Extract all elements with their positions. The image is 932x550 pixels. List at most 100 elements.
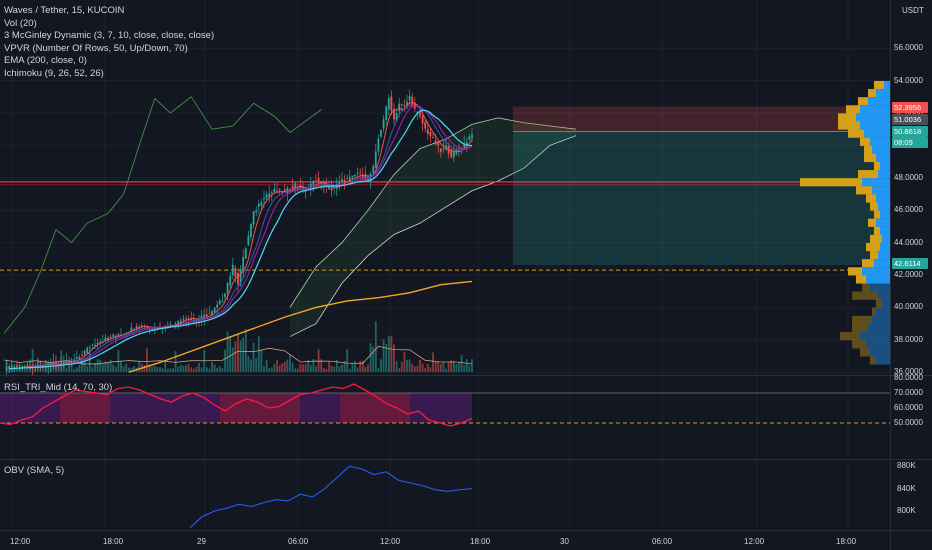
vpvr-up-bar: [876, 89, 890, 98]
volume-bar: [317, 349, 320, 372]
candle-body: [276, 190, 278, 192]
symbol-title[interactable]: Waves / Tether, 15, KUCOIN: [4, 5, 125, 16]
volume-bar: [281, 363, 284, 372]
candle-body: [231, 264, 234, 276]
volume-bar: [229, 336, 232, 372]
indicator-vol[interactable]: Vol (20): [4, 17, 37, 29]
indicator-vpvr[interactable]: VPVR (Number Of Rows, 50, Up/Down, 70): [4, 42, 188, 54]
candle-body: [343, 179, 346, 183]
volume-bar: [294, 368, 297, 372]
volume-bar: [52, 365, 55, 372]
volume-bar: [393, 344, 395, 372]
position-tool[interactable]: [513, 106, 890, 266]
volume-bar: [242, 337, 245, 372]
candle-body: [216, 304, 219, 308]
candle-body: [83, 350, 86, 355]
volume-bar: [122, 366, 125, 372]
volume-bar: [374, 321, 377, 372]
candle-body: [47, 362, 50, 367]
indicator-ema[interactable]: EMA (200, close, 0): [4, 55, 87, 66]
candle-body: [403, 105, 406, 107]
volume-bar: [283, 361, 286, 372]
candle-body: [99, 341, 102, 344]
volume-bar: [390, 335, 393, 372]
vpvr-down-bar: [874, 210, 880, 219]
candle-body: [112, 334, 115, 338]
volume-bar: [107, 363, 109, 372]
volume-bar: [385, 344, 388, 372]
obv-label[interactable]: OBV (SMA, 5): [4, 465, 65, 476]
vpvr-up-bar: [872, 145, 890, 154]
vpvr-down-bar: [864, 145, 872, 154]
candle-body: [265, 194, 268, 198]
volume-bar: [320, 359, 323, 372]
candle-body: [361, 174, 364, 179]
vpvr-up-bar: [884, 80, 890, 90]
volume-bar: [83, 361, 86, 372]
volume-bar: [130, 367, 133, 372]
volume-bar: [437, 361, 440, 372]
rsi-label[interactable]: RSI_TRI_Mid (14, 70, 30): [4, 382, 113, 393]
vpvr-down-bar: [860, 348, 870, 357]
volume-bar: [205, 367, 208, 372]
volume-bar: [221, 368, 224, 372]
volume-bar: [216, 368, 219, 372]
rsi-overbought-zone: [340, 393, 410, 423]
candle-body: [328, 186, 330, 190]
volume-bar: [354, 360, 356, 372]
candle-body: [458, 148, 460, 150]
vpvr-down-bar: [852, 340, 866, 349]
candle-body: [460, 147, 463, 149]
volume-bar: [81, 359, 83, 372]
candle-body: [291, 186, 294, 189]
volume-bar: [348, 368, 351, 372]
volume-bar: [29, 359, 31, 372]
volume-bar: [268, 368, 271, 372]
volume-bar: [452, 360, 455, 372]
candle-body: [359, 172, 362, 174]
ichimoku-lead-b: [289, 135, 577, 337]
vpvr-up-bar: [872, 186, 890, 195]
candle-body: [16, 365, 18, 367]
indicator-ichimoku[interactable]: Ichimoku (9, 26, 52, 26): [4, 67, 104, 79]
obv-pane: [189, 465, 473, 529]
price-tick-label: 56.0000: [894, 43, 923, 53]
candle-body: [450, 149, 453, 158]
candle-body: [270, 192, 273, 194]
candle-body: [200, 315, 203, 320]
volume-bar: [333, 366, 336, 372]
volume-bar: [190, 367, 193, 372]
volume-bar: [361, 360, 364, 372]
volume-bar: [273, 364, 276, 372]
volume-bar: [468, 365, 471, 372]
vpvr-up-bar: [882, 299, 890, 308]
vpvr-down-bar: [838, 113, 856, 122]
rsi-overbought-zone: [220, 393, 300, 423]
candle-body: [380, 129, 382, 137]
candle-body: [294, 183, 297, 189]
volume-bar: [343, 360, 346, 372]
volume-bar: [439, 363, 442, 372]
indicator-mcginley[interactable]: 3 McGinley Dynamic (3, 7, 10, close, clo…: [4, 30, 215, 41]
price-tick-label: 48.0000: [894, 172, 923, 182]
vpvr-down-bar: [870, 356, 876, 365]
time-tick-label: 18:00: [103, 537, 124, 546]
volume-bar: [395, 361, 398, 372]
vpvr-down-bar: [848, 267, 862, 276]
rsi-tick-label: 60.0000: [894, 403, 923, 412]
candle-body: [463, 143, 466, 148]
mcginley-slow-line: [9, 105, 473, 370]
volume-bar: [192, 368, 195, 372]
volume-bar: [296, 368, 299, 372]
candle-body: [452, 150, 455, 158]
candle-body: [247, 235, 250, 246]
volume-bar: [260, 349, 263, 372]
candle-body: [185, 318, 187, 320]
volume-bar: [382, 339, 385, 372]
vpvr-up-bar: [878, 170, 890, 179]
volume-bar: [328, 361, 330, 372]
candle-body: [395, 112, 398, 122]
last-price-tag: 50.8618: [892, 126, 928, 137]
